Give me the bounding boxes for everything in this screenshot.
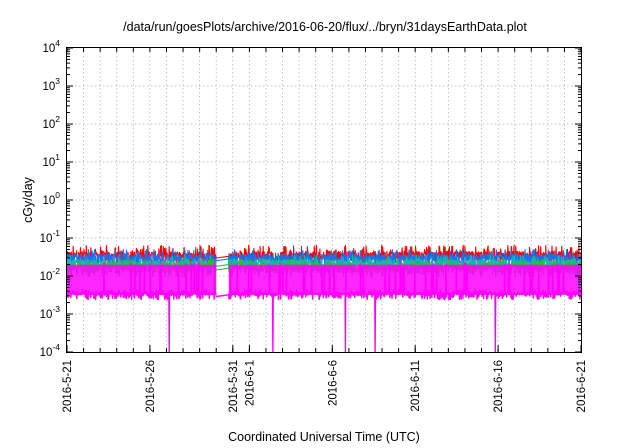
y-tick-label: 10-1: [40, 228, 61, 245]
x-tick-label: 2016-5-31: [228, 360, 240, 412]
chart-title: /data/run/goesPlots/archive/2016-06-20/f…: [123, 20, 527, 34]
y-tick-label: 100: [42, 190, 60, 207]
x-tick-label: 2016-6-1: [244, 360, 256, 406]
x-tick-label: 2016-6-6: [327, 360, 339, 406]
grid: [67, 48, 581, 352]
y-tick-label: 10-4: [40, 342, 61, 359]
x-tick-label: 2016-5-21: [62, 360, 74, 412]
x-tick-label: 2016-6-16: [493, 360, 505, 412]
y-tick-label: 104: [42, 38, 60, 55]
y-tick-label: 102: [42, 114, 60, 131]
y-tick-label: 103: [42, 76, 60, 93]
x-tick-label: 2016-5-26: [145, 360, 157, 412]
series-band: [67, 264, 217, 295]
y-axis: 10-4 10-3 10-2 10-1 100 101 102 103 104: [40, 38, 581, 359]
y-axis-label: cGy/day: [21, 176, 35, 223]
x-tick-label: 2016-6-11: [410, 360, 422, 412]
y-tick-label: 10-2: [40, 266, 61, 283]
y-tick-label: 101: [42, 152, 60, 169]
x-axis-label: Coordinated Universal Time (UTC): [228, 430, 420, 444]
series-band: [228, 264, 581, 295]
y-tick-label: 10-3: [40, 304, 61, 321]
series-layer: [66, 244, 582, 353]
x-tick-label: 2016-6-21: [576, 360, 588, 412]
x-axis: 2016-5-21 2016-5-26 2016-5-31 2016-6-1 2016-…: [62, 48, 588, 412]
plot-frame: [66, 47, 582, 353]
